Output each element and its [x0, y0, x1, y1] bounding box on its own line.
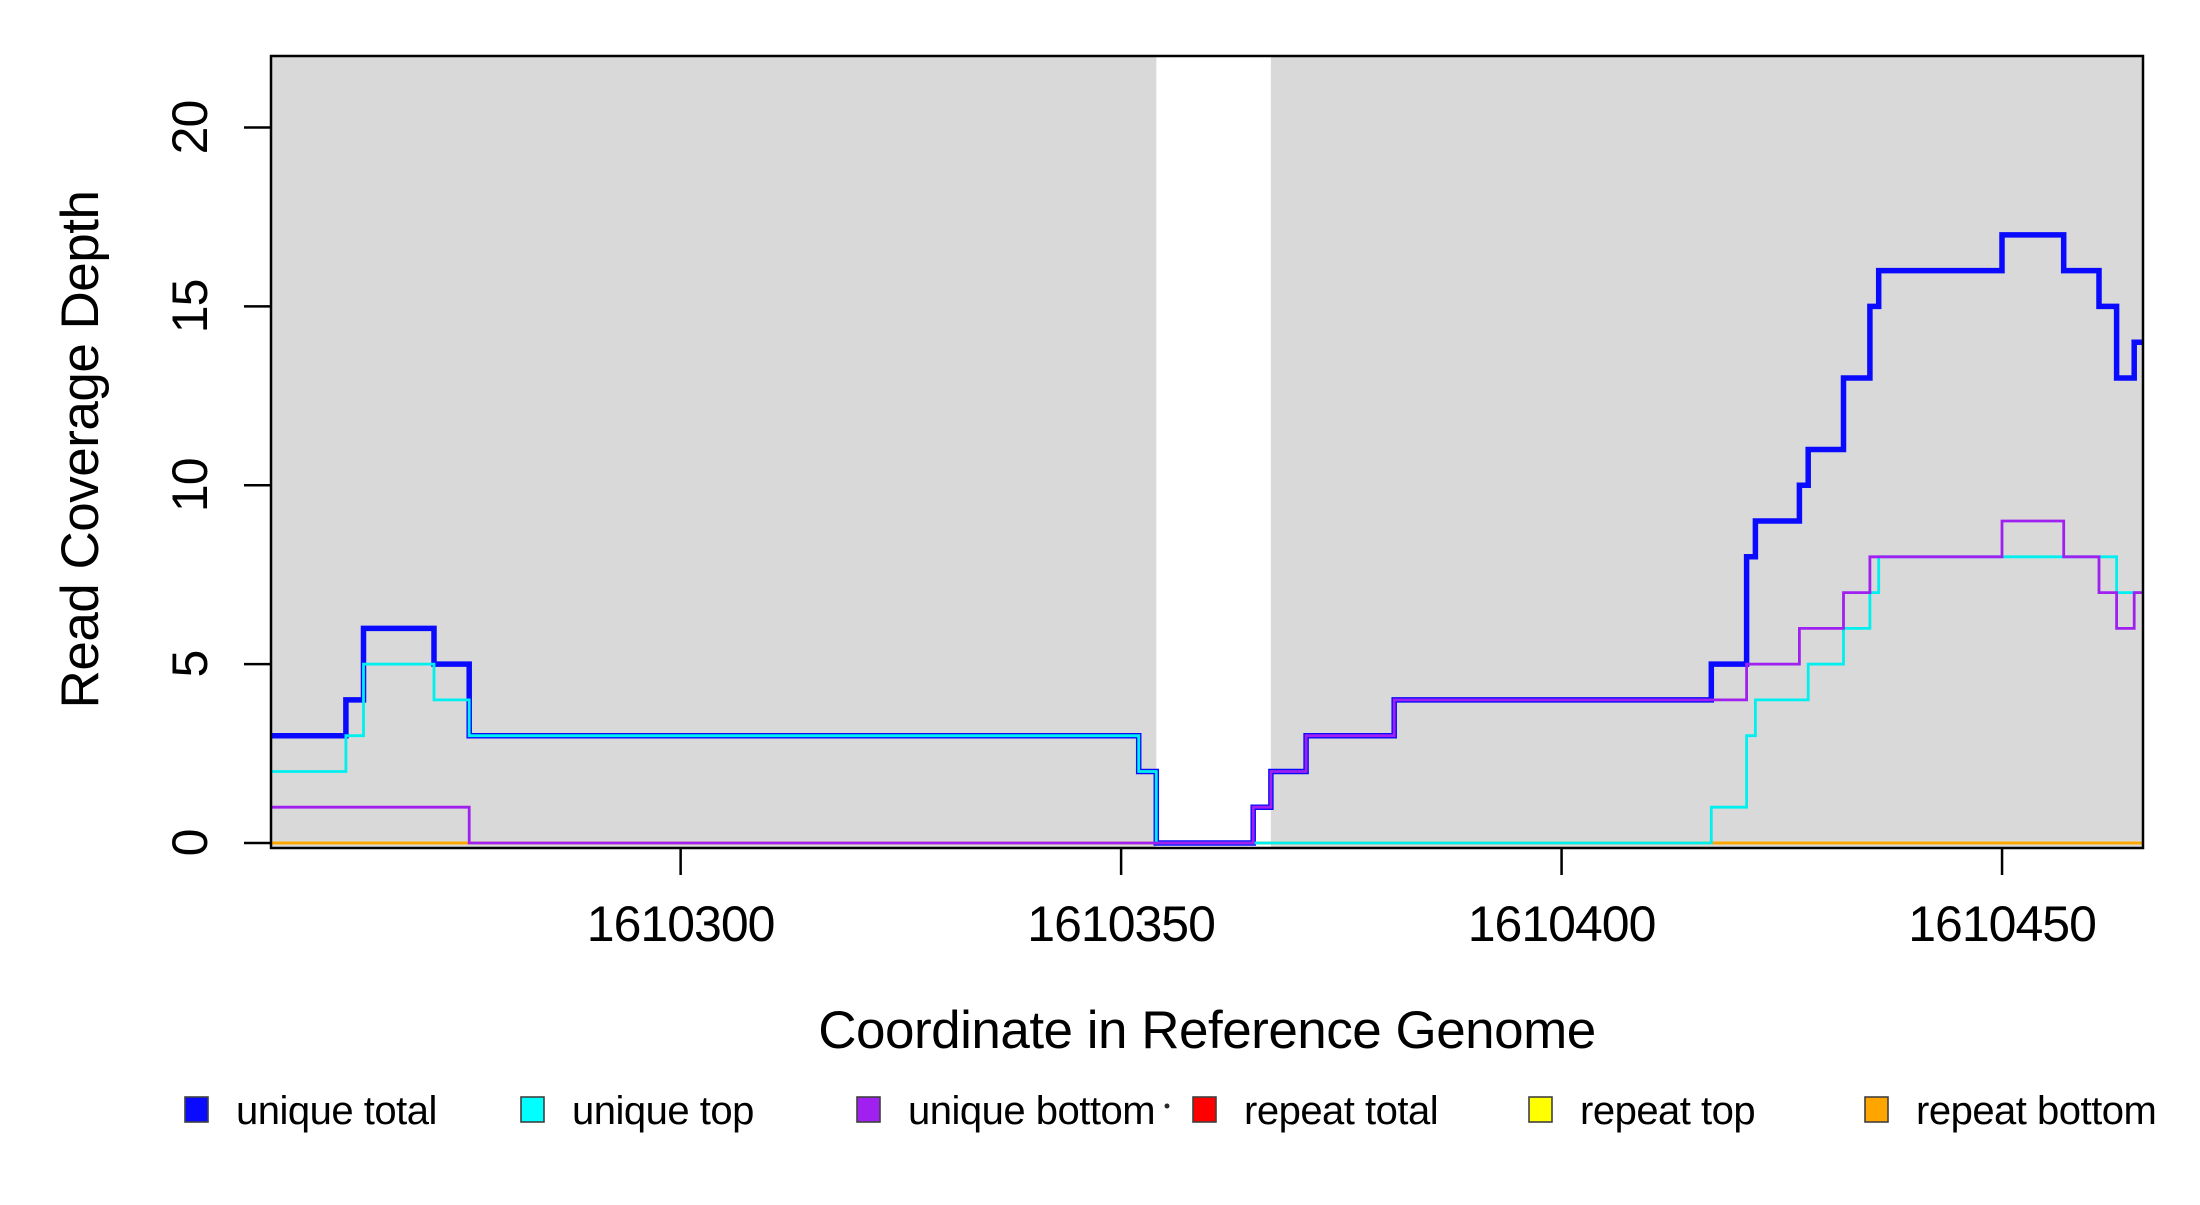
y-tick-label: 10 — [162, 458, 218, 512]
series-line-unique-top — [271, 555, 2143, 845]
shaded-region — [271, 56, 1157, 848]
legend-swatch-unique-total — [184, 1096, 209, 1123]
y-tick-label: 15 — [162, 280, 218, 334]
legend-label-unique-total: unique total — [236, 1089, 437, 1133]
legend-label-repeat-top: repeat top — [1580, 1089, 1755, 1133]
y-tick-label: 5 — [162, 651, 218, 678]
y-axis-title: Read Coverage Depth — [51, 191, 110, 709]
x-tick-label: 1610300 — [587, 896, 775, 952]
series-line-unique-bottom — [271, 519, 2143, 845]
legend-swatch-repeat-total — [1192, 1096, 1217, 1123]
x-tick-label: 1610450 — [1908, 896, 2096, 952]
legend-label-unique-top: unique top — [572, 1089, 754, 1133]
legend-swatch-unique-bottom — [856, 1096, 881, 1123]
y-axis: 0 5 10 15 20 — [162, 101, 271, 857]
stray-dot-artifact — [1164, 1103, 1170, 1109]
x-axis-title: Coordinate in Reference Genome — [818, 1001, 1596, 1060]
y-tick-label: 0 — [162, 830, 218, 857]
plot-border — [269, 54, 2145, 850]
x-tick-label: 1610400 — [1468, 896, 1656, 952]
shaded-region — [1270, 56, 2143, 848]
legend-label-repeat-bottom: repeat bottom — [1916, 1089, 2156, 1133]
legend-label-repeat-total: repeat total — [1244, 1089, 1438, 1133]
y-tick-label: 20 — [162, 101, 218, 155]
x-axis: 1610300 1610350 1610400 1610450 — [587, 848, 2097, 952]
legend-swatch-repeat-bottom — [1864, 1096, 1889, 1123]
legend: unique total unique top unique bottom repea… — [184, 1089, 2157, 1133]
x-tick-label: 1610350 — [1027, 896, 1215, 952]
coverage-step-lines — [271, 232, 2143, 846]
legend-swatch-repeat-top — [1528, 1096, 1553, 1123]
alignable-region-shading — [271, 56, 2143, 848]
legend-swatch-unique-top — [520, 1096, 545, 1123]
legend-label-unique-bottom: unique bottom — [908, 1089, 1155, 1133]
